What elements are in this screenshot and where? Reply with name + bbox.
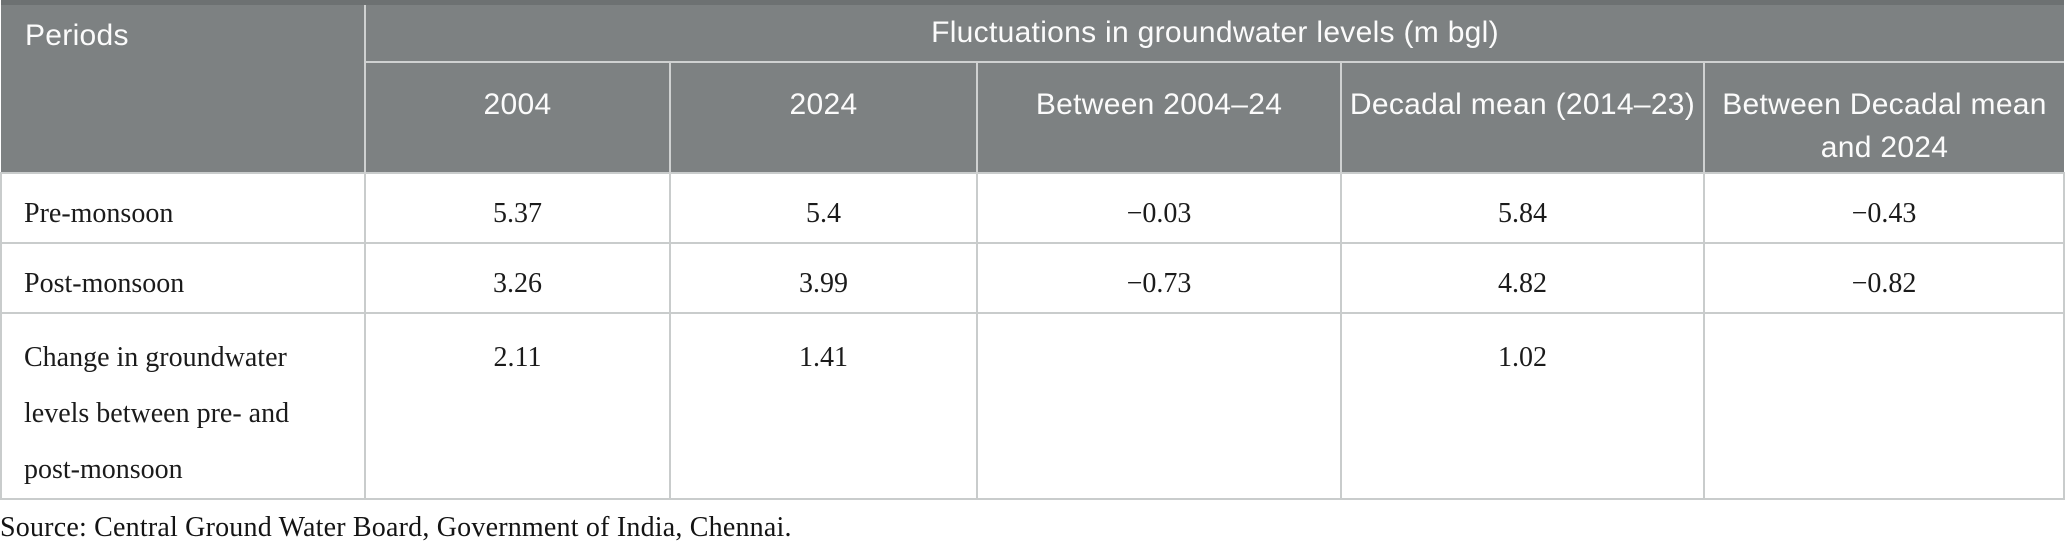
cell-pre-decadal: 5.84: [1340, 171, 1705, 244]
cell-period-change: Change in groundwater levels between pre…: [0, 311, 366, 500]
cell-pre-2024: 5.4: [669, 171, 978, 244]
header-col-between-2004-24: Between 2004–24: [976, 61, 1342, 173]
cell-period-post-monsoon: Post-monsoon: [0, 241, 366, 314]
cell-change-decadal-2024: [1702, 311, 2066, 500]
cell-post-2004: 3.26: [364, 241, 671, 314]
table-header: Periods Fluctuations in groundwater leve…: [1, 2, 2065, 173]
table-row-change: Change in groundwater levels between pre…: [0, 311, 2066, 500]
header-col-2004: 2004: [364, 61, 671, 173]
header-fluctuations-group: Fluctuations in groundwater levels (m bg…: [365, 2, 2065, 63]
header-col-2024: 2024: [669, 61, 978, 173]
cell-post-2024: 3.99: [669, 241, 978, 314]
header-periods: Periods: [1, 2, 366, 173]
cell-change-between: [976, 311, 1342, 500]
cell-change-2004: 2.11: [364, 311, 671, 500]
cell-post-decadal-2024: −0.82: [1702, 241, 2066, 314]
source-note: Source: Central Ground Water Board, Gove…: [0, 511, 792, 543]
cell-period-pre-monsoon: Pre-monsoon: [0, 171, 366, 244]
header-row-columns: 2004 2024 Between 2004–24 Decadal mean (…: [1, 61, 2065, 173]
header-col-decadal-mean: Decadal mean (2014–23): [1340, 61, 1705, 173]
header-row-group: Periods Fluctuations in groundwater leve…: [1, 2, 2065, 173]
cell-change-2024: 1.41: [669, 311, 978, 500]
cell-pre-decadal-2024: −0.43: [1702, 171, 2066, 244]
table-body: Pre-monsoon 5.37 5.4 −0.03 5.84 −0.43 Po…: [0, 171, 2066, 500]
cell-post-between: −0.73: [976, 241, 1342, 314]
cell-pre-2004: 5.37: [364, 171, 671, 244]
header-col-between-decadal-2024: Between Decadal mean and 2024: [1702, 61, 2065, 173]
groundwater-fluctuations-table: Periods Fluctuations in groundwater leve…: [0, 0, 2066, 500]
cell-pre-between: −0.03: [976, 171, 1342, 244]
table-row-post-monsoon: Post-monsoon 3.26 3.99 −0.73 4.82 −0.82: [0, 241, 2066, 314]
table-row-pre-monsoon: Pre-monsoon 5.37 5.4 −0.03 5.84 −0.43: [0, 171, 2066, 244]
cell-post-decadal: 4.82: [1340, 241, 1705, 314]
cell-change-decadal: 1.02: [1340, 311, 1705, 500]
